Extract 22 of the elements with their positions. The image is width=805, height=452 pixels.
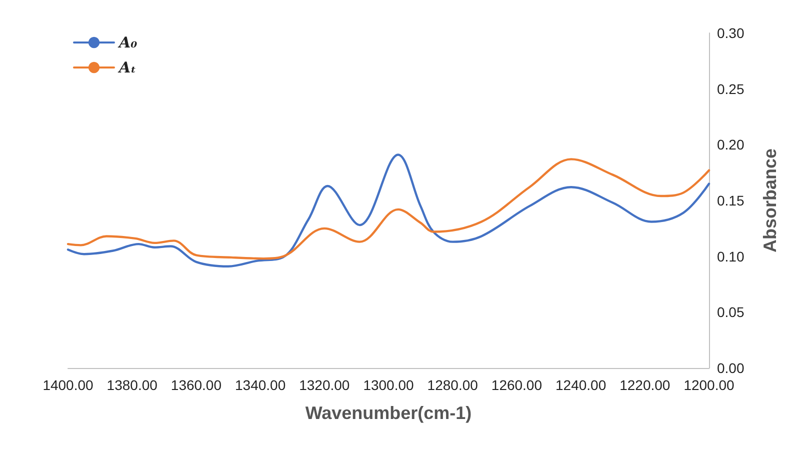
y-tick-label: 0.10	[717, 248, 744, 264]
x-tick-label: 1360.00	[170, 377, 222, 393]
x-axis-title: Wavenumber(cm-1)	[305, 403, 472, 423]
x-tick-label: 1260.00	[491, 377, 542, 393]
x-tick-label: 1320.00	[299, 377, 350, 393]
y-tick-label: 0.00	[717, 360, 744, 376]
y-tick-label: 0.05	[717, 304, 744, 320]
x-tick-label: 1400.00	[42, 377, 94, 393]
x-tick-label: 1300.00	[363, 377, 414, 393]
x-tick-label: 1220.00	[620, 377, 670, 393]
x-tick-label: 1280.00	[427, 377, 478, 393]
x-tick-label: 1340.00	[234, 377, 286, 393]
y-tick-label: 0.15	[717, 192, 744, 208]
legend-label: Aₜ	[117, 58, 136, 76]
y-tick-label: 0.20	[717, 136, 744, 153]
x-tick-label: 1380.00	[106, 377, 158, 393]
x-tick-label: 1240.00	[555, 377, 606, 393]
y-tick-label: 0.25	[717, 80, 744, 97]
y-tick-label: 0.30	[717, 25, 744, 41]
x-tick-label: 1200.00	[684, 377, 735, 393]
legend-label: A₀	[117, 34, 138, 52]
y-axis-title: Absorbance	[760, 148, 780, 253]
